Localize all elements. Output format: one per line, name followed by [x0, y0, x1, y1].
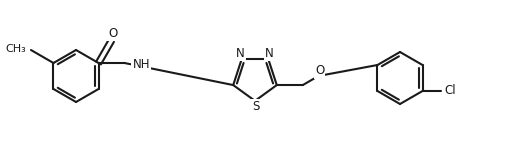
Text: S: S — [252, 100, 260, 113]
Text: O: O — [108, 27, 117, 40]
Text: O: O — [315, 64, 324, 77]
Text: N: N — [236, 47, 245, 60]
Text: Cl: Cl — [444, 85, 456, 97]
Text: N: N — [265, 47, 274, 60]
Text: CH₃: CH₃ — [5, 44, 26, 54]
Text: NH: NH — [133, 58, 150, 70]
